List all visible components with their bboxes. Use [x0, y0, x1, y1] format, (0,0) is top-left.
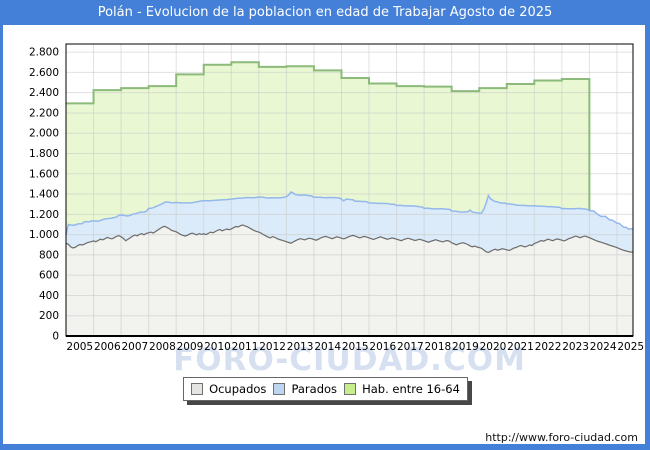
- svg-text:600: 600: [39, 270, 59, 282]
- chart-legend: Ocupados Parados Hab. entre 16-64: [183, 377, 468, 401]
- legend-item-hab-16-64: Hab. entre 16-64: [344, 382, 460, 396]
- ocupados-swatch-icon: [191, 383, 204, 395]
- svg-text:2025: 2025: [617, 341, 644, 353]
- chart-title-bar: Polán - Evolucion de la poblacion en eda…: [0, 0, 650, 25]
- svg-text:1.200: 1.200: [29, 209, 59, 221]
- hab-16-64-swatch-icon: [344, 383, 357, 395]
- svg-text:2011: 2011: [232, 341, 259, 353]
- svg-text:2008: 2008: [149, 341, 176, 353]
- svg-text:2012: 2012: [259, 341, 286, 353]
- svg-text:1.000: 1.000: [29, 229, 59, 241]
- svg-text:2006: 2006: [94, 341, 121, 353]
- legend-item-parados: Parados: [273, 382, 337, 396]
- svg-text:2017: 2017: [397, 341, 424, 353]
- svg-text:1.600: 1.600: [29, 168, 59, 180]
- svg-text:2005: 2005: [66, 341, 93, 353]
- legend-item-ocupados: Ocupados: [191, 382, 266, 396]
- svg-text:2.000: 2.000: [29, 128, 59, 140]
- svg-text:2.800: 2.800: [29, 47, 59, 59]
- svg-text:2020: 2020: [480, 341, 507, 353]
- chart-title: Polán - Evolucion de la poblacion en eda…: [97, 5, 553, 20]
- svg-text:2010: 2010: [204, 341, 231, 353]
- svg-text:2024: 2024: [590, 341, 617, 353]
- svg-text:2019: 2019: [452, 341, 479, 353]
- svg-text:200: 200: [39, 310, 59, 322]
- watermark-text: FORO-CIUDAD.COM: [173, 342, 526, 378]
- legend-label-parados: Parados: [291, 382, 338, 396]
- svg-text:2.400: 2.400: [29, 87, 59, 99]
- svg-text:2016: 2016: [369, 341, 396, 353]
- svg-text:2009: 2009: [177, 341, 204, 353]
- svg-text:2023: 2023: [562, 341, 589, 353]
- svg-text:800: 800: [39, 249, 59, 261]
- legend-label-hab-16-64: Hab. entre 16-64: [362, 382, 460, 396]
- svg-text:2007: 2007: [121, 341, 148, 353]
- parados-swatch-icon: [273, 383, 286, 395]
- legend-label-ocupados: Ocupados: [209, 382, 267, 396]
- footer-url: http://www.foro-ciudad.com: [485, 431, 638, 444]
- svg-text:2021: 2021: [507, 341, 534, 353]
- svg-text:2018: 2018: [425, 341, 452, 353]
- svg-text:400: 400: [39, 290, 59, 302]
- svg-text:0: 0: [52, 331, 59, 343]
- svg-text:2014: 2014: [314, 341, 341, 353]
- svg-text:2.200: 2.200: [29, 107, 59, 119]
- svg-text:2.600: 2.600: [29, 67, 59, 79]
- svg-text:2013: 2013: [287, 341, 314, 353]
- svg-text:2015: 2015: [342, 341, 369, 353]
- svg-text:1.400: 1.400: [29, 189, 59, 201]
- svg-text:2022: 2022: [535, 341, 562, 353]
- svg-text:1.800: 1.800: [29, 148, 59, 160]
